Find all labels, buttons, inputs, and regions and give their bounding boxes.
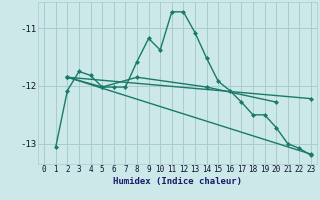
X-axis label: Humidex (Indice chaleur): Humidex (Indice chaleur) (113, 177, 242, 186)
